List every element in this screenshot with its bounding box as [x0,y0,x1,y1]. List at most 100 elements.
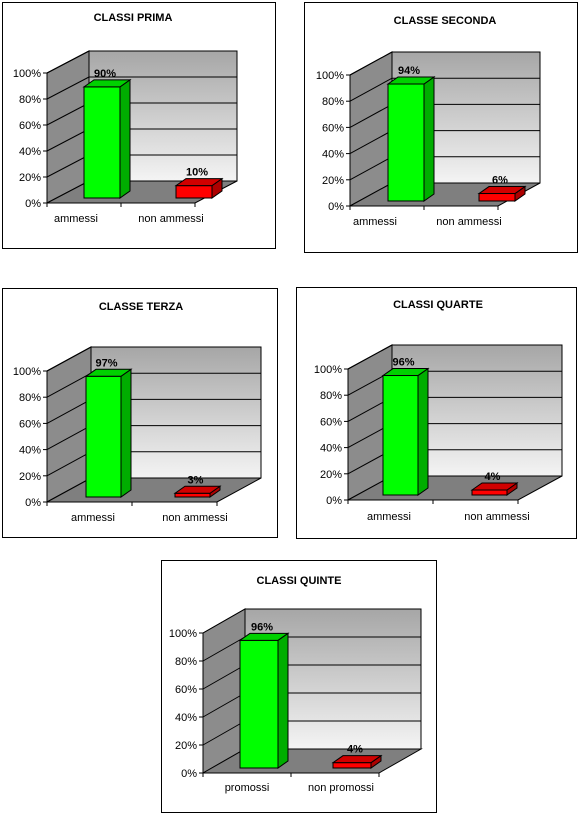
bar-side [120,368,132,498]
bar-front [387,83,425,202]
y-tick-label: 60% [19,418,41,430]
bar-top [82,79,132,88]
gridline-side [46,154,90,178]
data-label: 4% [485,471,501,483]
y-tick-label: 60% [322,122,344,134]
bar-side [423,76,435,202]
gridline-side [46,50,90,74]
category-label: ammessi [54,213,98,225]
bar-front [332,762,372,769]
bar-top [173,485,222,494]
y-tick-label: 100% [316,70,344,82]
chart-svg-quinte: CLASSI QUINTE 0% 20% 40% 60% 80% 100% 96% 4% prom… [169,575,423,794]
gridline-side [202,608,246,634]
y-tick-label: 20% [175,740,197,752]
bar-front [239,639,279,769]
gridline-side [349,51,393,76]
gridline-side [347,344,393,370]
data-label: 3% [188,474,204,486]
bar-top [386,76,436,85]
bar-front [85,375,122,498]
data-label: 90% [94,68,116,80]
category-label: non promossi [308,782,374,794]
side-wall [349,51,393,207]
y-tick-label: 80% [322,96,344,108]
bar-front [471,489,508,496]
side-wall [202,608,246,774]
gridline-side [202,636,246,662]
gridline-side [46,451,92,477]
y-tick-label: 100% [314,364,342,376]
gridline-side [349,130,393,155]
chart-classe-terza: CLASSE TERZA 0% 20% 40% 60% 80% 100% 97% 3% ammes… [2,288,278,538]
chart-svg-seconda: CLASSE SECONDA 0% 20% 40% 60% 80% 100% 94% 6% amm… [316,15,541,228]
y-tick-label: 60% [175,684,197,696]
y-tick-label: 0% [25,198,41,210]
gridline-side [46,102,90,126]
bar-side [277,632,289,769]
y-tick-label: 60% [320,416,342,428]
y-tick-label: 0% [25,497,41,509]
y-tick-label: 40% [19,445,41,457]
y-tick-label: 100% [169,628,197,640]
gridline-side [349,156,393,181]
bar-top [331,755,383,764]
bar-front [478,193,516,202]
y-tick-label: 80% [175,656,197,668]
gridline-side [46,346,92,372]
y-tick-label: 80% [19,392,41,404]
y-tick-label: 80% [320,390,342,402]
y-tick-label: 40% [320,443,342,455]
bar-front [83,86,121,199]
data-label: 10% [186,167,208,179]
y-tick-label: 0% [328,201,344,213]
y-tick-label: 40% [322,149,344,161]
gridline-side [202,664,246,690]
chart-title: CLASSI QUARTE [393,299,483,311]
bar-front [382,375,419,496]
bar-top [470,482,519,491]
y-tick-label: 80% [19,94,41,106]
bar-top [238,632,290,641]
bar-front [174,492,211,498]
category-label: ammessi [367,511,411,523]
bar-side [119,78,131,199]
chart-title: CLASSE TERZA [99,301,183,313]
chart-title: CLASSI QUINTE [257,575,342,587]
category-label: promossi [225,782,270,794]
chart-classi-prima: CLASSI PRIMA 0% 20% 40% 60% 80% 100% 90% 10% amme… [2,2,276,249]
data-label: 96% [392,357,414,369]
gridline-side [46,425,92,451]
data-label: 4% [347,744,363,756]
y-tick-label: 40% [19,146,41,158]
gridline-side [46,398,92,424]
y-tick-label: 20% [19,471,41,483]
chart-classe-seconda: CLASSE SECONDA 0% 20% 40% 60% 80% 100% 94% 6% amm… [304,2,578,253]
gridline-side [46,76,90,100]
data-label: 6% [492,175,508,187]
category-label: non ammessi [162,512,227,524]
gridline-side [349,77,393,102]
y-tick-label: 20% [322,175,344,187]
chart-svg-prima: CLASSI PRIMA 0% 20% 40% 60% 80% 100% 90% 10% amme… [13,12,238,225]
bar-top [174,178,224,187]
bar-top [381,368,430,377]
bar-front [175,185,213,199]
chart-classi-quarte: CLASSI QUARTE 0% 20% 40% 60% 80% 100% 96% 4% amme… [296,287,577,539]
gridline-side [202,692,246,718]
data-label: 94% [398,65,420,77]
y-tick-label: 0% [181,768,197,780]
gridline-side [46,128,90,152]
gridline-side [202,720,246,746]
category-label: non ammessi [138,213,203,225]
side-wall [46,346,92,503]
y-tick-label: 60% [19,120,41,132]
chart-classi-quinte: CLASSI QUINTE 0% 20% 40% 60% 80% 100% 96% 4% prom… [161,560,437,813]
bar-side [417,367,429,496]
y-tick-label: 100% [13,68,41,80]
category-label: non ammessi [464,511,529,523]
data-label: 97% [95,357,117,369]
category-label: ammessi [353,216,397,228]
data-label: 96% [251,621,273,633]
gridline-side [349,103,393,128]
